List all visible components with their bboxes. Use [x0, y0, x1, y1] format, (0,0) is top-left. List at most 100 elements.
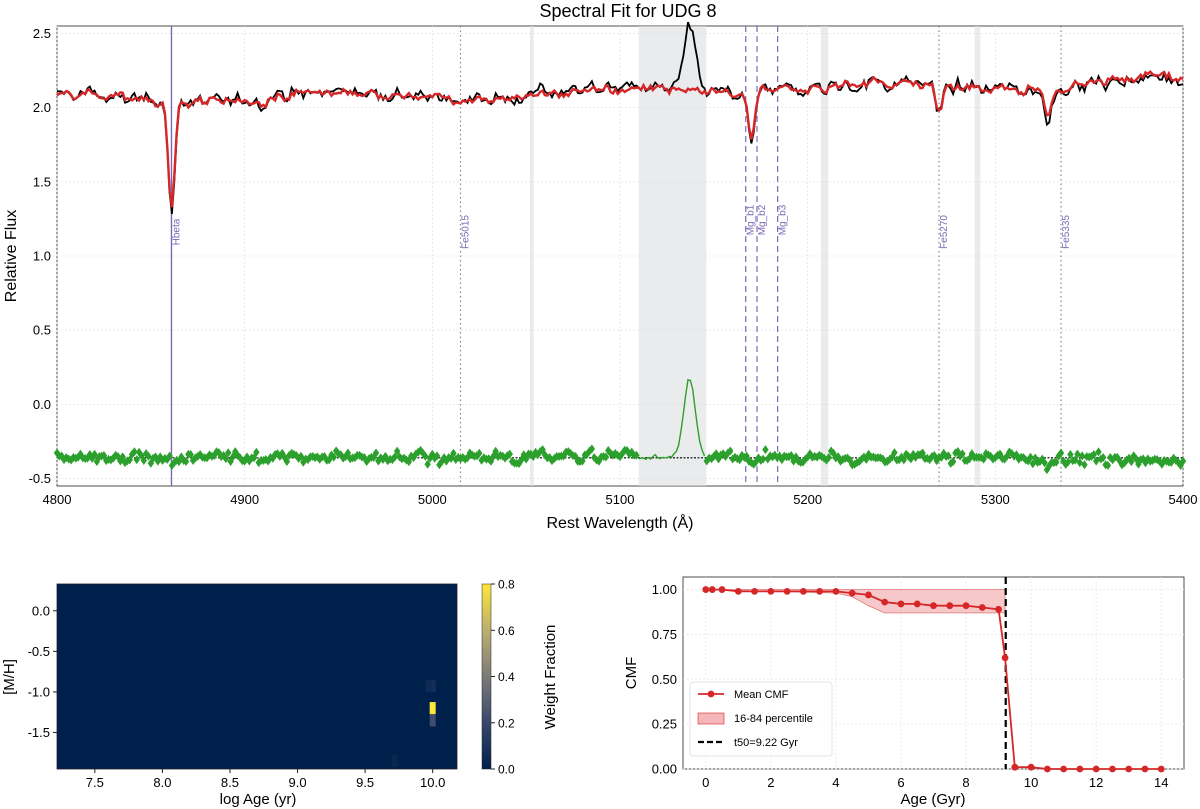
x-tick-label: 4 [832, 775, 839, 790]
masked-region [529, 26, 534, 486]
masked-region [820, 26, 829, 486]
residual-point [945, 451, 952, 461]
residual-point [63, 453, 70, 463]
residual-point [924, 453, 931, 463]
residual-point [100, 450, 108, 460]
mean-cmf-point [913, 600, 921, 608]
residual-masked-line [638, 378, 706, 461]
residual-point [537, 446, 544, 456]
spectrum-y-ticks: -0.5 0.0 0.5 1.0 1.5 2.0 2.5 [29, 26, 51, 486]
residual-point [1067, 450, 1074, 460]
mean-cmf-point [1157, 765, 1165, 773]
residual-point [982, 448, 990, 458]
residual-point [607, 448, 614, 458]
residual-point [103, 456, 110, 466]
colorbar-tick-label: 0.6 [498, 624, 515, 638]
residual-point [422, 451, 429, 461]
cmf-y-label: CMF [623, 657, 640, 690]
mean-cmf-point [767, 587, 775, 595]
residual-point [166, 451, 173, 461]
colorbar [481, 583, 492, 770]
residual-point [1128, 457, 1135, 467]
residual-point [119, 452, 126, 462]
y-tick-label: 0.50 [652, 672, 677, 687]
x-tick-label: 5100 [606, 492, 635, 507]
residual-point [776, 451, 783, 461]
mean-cmf-point [702, 586, 710, 593]
residual-point [534, 449, 542, 459]
residual-point [1071, 455, 1079, 465]
residual-point [222, 454, 230, 464]
mean-cmf-point [946, 602, 954, 610]
residual-point [919, 448, 926, 458]
residual-point [1055, 451, 1062, 461]
residual-point [959, 449, 966, 459]
residual-point [330, 452, 338, 462]
residual-point [527, 449, 535, 459]
y-tick-label: 1.5 [33, 174, 51, 189]
heatmap-cells [391, 680, 436, 767]
residual-point [1088, 451, 1095, 461]
mean-cmf-point [962, 602, 970, 610]
residual-point [759, 454, 767, 464]
residual-point [729, 454, 736, 464]
residual-point [506, 449, 513, 459]
residual-point [450, 448, 457, 458]
mean-cmf-point [734, 587, 742, 595]
x-tick-label: 2 [767, 775, 774, 790]
residual-point [220, 450, 227, 460]
mean-cmf-point [1125, 765, 1133, 773]
x-tick-label: 5200 [793, 492, 822, 507]
residual-point [1118, 460, 1126, 470]
residual-point [952, 448, 959, 458]
legend-band-label: 16-84 percentile [734, 713, 813, 725]
residual-point [1041, 458, 1048, 468]
residual-point [738, 450, 746, 460]
residual-point [703, 456, 710, 466]
residual-point [912, 452, 919, 462]
colorbar-tick-label: 0.2 [498, 716, 515, 730]
residual-point [67, 455, 75, 465]
residual-point [708, 454, 715, 464]
legend-box [689, 681, 833, 757]
residual-point [1153, 455, 1161, 465]
spectral-fit-panel: Spectral Fit for UDG 8 Hbeta Fe5015 Mg_b1 M… [3, 1, 1197, 532]
residual-point [605, 445, 612, 455]
mean-cmf-point [1011, 763, 1019, 771]
line-marker-label: Fe5015 [460, 215, 471, 249]
mean-cmf-point [978, 604, 986, 611]
residual-point [825, 453, 832, 463]
line-marker-label: Mg_b3 [778, 204, 789, 235]
colorbar-tick-label: 0.4 [498, 670, 515, 684]
residual-point [283, 457, 291, 467]
mean-cmf-point [1109, 765, 1116, 773]
residual-point [1064, 457, 1072, 467]
residual-point [565, 447, 572, 457]
residual-point [567, 449, 574, 459]
mean-cmf-point [708, 586, 716, 593]
heatmap-x-ticks: 7.5 8.0 8.5 9.0 9.5 10.0 [86, 769, 445, 790]
spectrum-x-label: Rest Wavelength (Å) [546, 513, 693, 532]
residual-point [743, 451, 750, 461]
residual-point [159, 455, 166, 465]
residual-point [1121, 458, 1128, 468]
y-tick-label: 2.0 [33, 100, 51, 115]
residual-point [956, 451, 964, 461]
x-tick-label: 7.5 [86, 775, 104, 790]
residual-point [1057, 448, 1065, 458]
residual-point [1046, 461, 1053, 471]
residual-point [1090, 449, 1098, 459]
x-tick-label: 9.0 [289, 775, 307, 790]
model-spectrum-line [56, 70, 1184, 208]
residual-point [1104, 460, 1112, 470]
y-tick-label: -0.5 [28, 644, 50, 659]
x-tick-label: 5400 [1169, 492, 1198, 507]
line-marker-label: Fe5270 [939, 215, 950, 249]
mean-cmf-point [1141, 765, 1149, 773]
y-tick-label: 2.5 [33, 26, 51, 41]
residual-point [391, 452, 398, 462]
legend-mean-marker [707, 690, 715, 698]
masked-region [974, 26, 981, 486]
residual-point [764, 454, 771, 464]
residual-point [886, 454, 893, 464]
